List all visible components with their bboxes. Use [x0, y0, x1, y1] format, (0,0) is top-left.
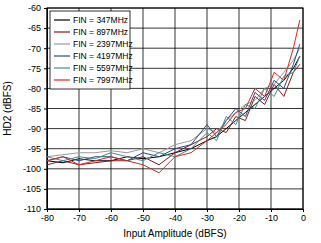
tick-label: -95	[28, 144, 41, 154]
tick-mark	[44, 189, 47, 190]
legend-label: FIN = 4197MHz	[73, 51, 133, 61]
tick: 0	[301, 209, 306, 223]
legend-label: FIN = 5597MHz	[73, 63, 133, 73]
plot: -80-70-60-50-40-30-20-100-110-105-100-95…	[23, 3, 306, 223]
grid-line	[47, 188, 303, 189]
axis-line	[48, 210, 304, 213]
tick-mark	[44, 149, 47, 150]
tick-label: -110	[24, 204, 41, 214]
tick-label: -10	[265, 213, 278, 223]
tick-label: -80	[41, 213, 54, 223]
tick-mark	[44, 88, 47, 89]
tick: -110	[24, 204, 47, 214]
legend-label: FIN = 7997MHz	[73, 75, 133, 85]
legend-swatch	[54, 79, 70, 80]
legend-swatch	[54, 43, 70, 44]
tick: -80	[28, 84, 47, 94]
y-axis: -110 -105 -100 -95 -90 -85 -80 -75 -70 -65 -60	[23, 3, 48, 214]
legend: FIN = 347MHz FIN = 897MHz FIN = 2397MHz FIN…	[50, 11, 133, 89]
tick: -95	[28, 144, 47, 154]
tick-mark	[44, 169, 47, 170]
tick-mark	[143, 209, 144, 212]
tick: -85	[28, 104, 47, 114]
tick-mark	[271, 209, 272, 212]
tick: -75	[28, 64, 47, 74]
tick: -60	[28, 3, 47, 13]
y-axis-title: HD2 (dBFS)	[2, 81, 13, 135]
tick-label: -90	[28, 124, 41, 134]
grid	[47, 8, 303, 209]
tick: -40	[169, 209, 182, 223]
tick-mark	[303, 209, 304, 212]
tick: -50	[137, 209, 150, 223]
tick-mark	[44, 28, 47, 29]
tick: -80	[41, 209, 54, 223]
tick-label: -60	[105, 213, 118, 223]
tick-label: -100	[23, 164, 41, 174]
tick-mark	[175, 209, 176, 212]
tick: -60	[105, 209, 118, 223]
tick-mark	[44, 109, 47, 110]
tick-label: -80	[28, 84, 41, 94]
series-line	[47, 48, 300, 157]
tick-label: -40	[169, 213, 182, 223]
tick-mark	[44, 129, 47, 130]
tick-label: -85	[28, 104, 41, 114]
tick-mark	[239, 209, 240, 212]
tick: -105	[23, 184, 47, 194]
tick-mark	[79, 209, 80, 212]
x-axis: -80 -70 -60 -50 -40 -30 -20 -10 0	[41, 209, 306, 223]
tick: -65	[28, 23, 47, 33]
grid-line	[47, 128, 303, 129]
tick-label: -30	[201, 213, 214, 223]
tick-mark	[44, 209, 47, 210]
tick-label: -65	[28, 23, 41, 33]
legend-swatch	[54, 31, 70, 32]
tick: -10	[265, 209, 278, 223]
tick-label: -50	[137, 213, 150, 223]
tick-mark	[44, 68, 47, 69]
legend-swatch	[54, 19, 70, 20]
legend-label: FIN = 2397MHz	[73, 39, 133, 49]
series-line	[47, 56, 300, 163]
tick-label: 0	[301, 213, 306, 223]
tick-mark	[111, 209, 112, 212]
axis-line	[44, 9, 48, 210]
tick-mark	[44, 8, 47, 9]
legend-label: FIN = 347MHz	[73, 15, 128, 25]
tick-mark	[207, 209, 208, 212]
tick: -90	[28, 124, 47, 134]
grid-line	[47, 168, 303, 169]
series-line	[47, 56, 300, 161]
grid-line	[47, 108, 303, 109]
legend-label: FIN = 897MHz	[73, 27, 128, 37]
tick-label: -70	[28, 44, 41, 54]
tick-label: -105	[23, 184, 41, 194]
legend-swatch	[54, 55, 70, 56]
tick-label: -70	[73, 213, 86, 223]
tick: -100	[23, 164, 47, 174]
legend-swatch	[54, 67, 70, 68]
tick-mark	[44, 48, 47, 49]
series-line	[47, 20, 300, 173]
chart: -80-70-60-50-40-30-20-100-110-105-100-95…	[0, 0, 321, 243]
plot-frame	[47, 8, 303, 209]
series-group	[47, 20, 300, 173]
tick: -70	[28, 44, 47, 54]
tick: -30	[201, 209, 214, 223]
tick-label: -75	[28, 64, 41, 74]
tick-label: -20	[233, 213, 246, 223]
x-axis-title: Input Amplitude (dBFS)	[123, 228, 226, 239]
tick-label: -60	[28, 3, 41, 13]
tick: -70	[73, 209, 86, 223]
tick: -20	[233, 209, 246, 223]
